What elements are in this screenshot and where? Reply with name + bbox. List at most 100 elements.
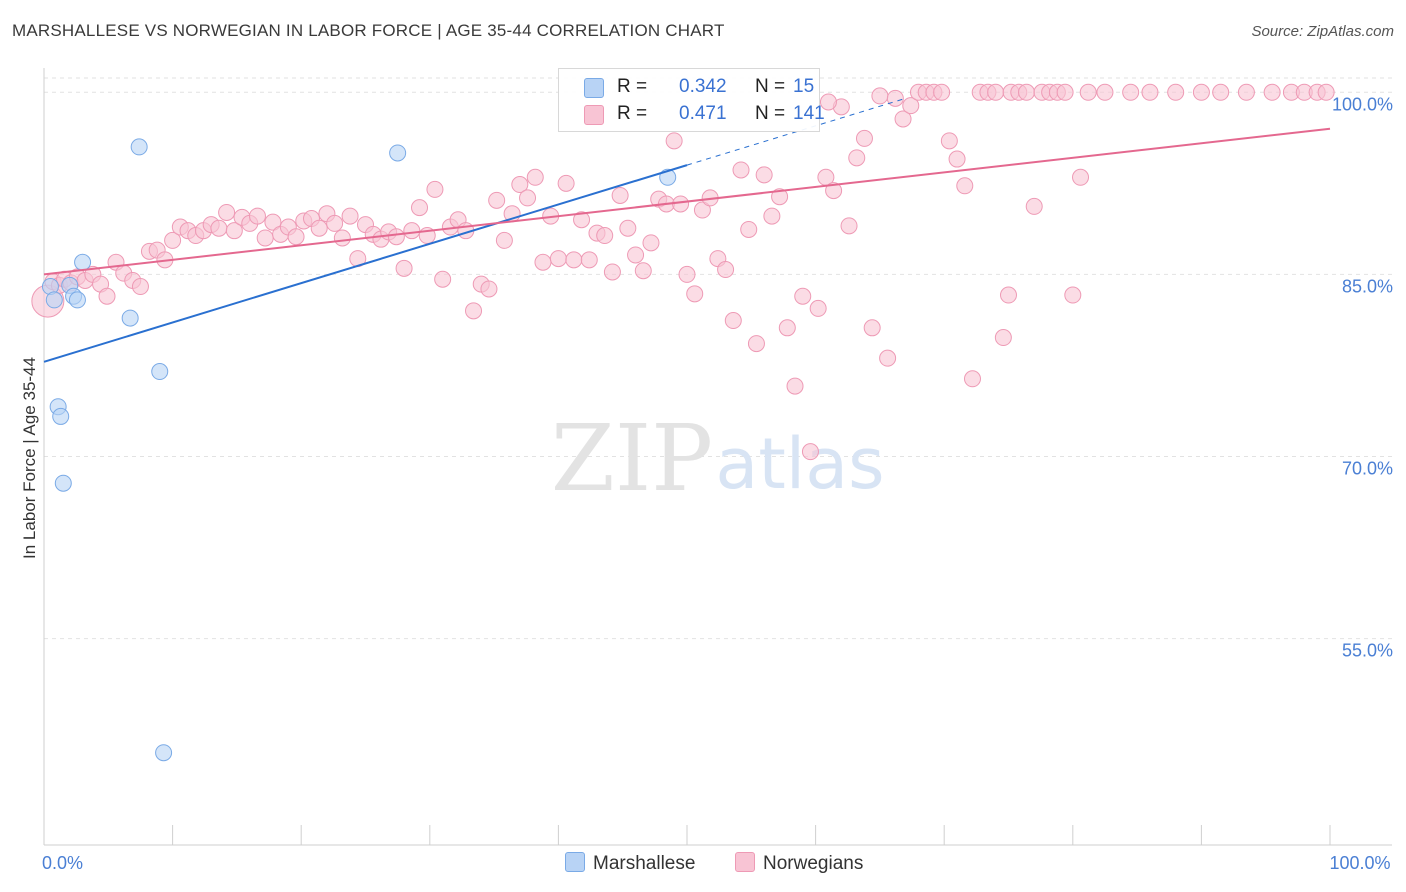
norwegian-point	[848, 149, 866, 167]
legend-label-marshallese: Marshallese	[593, 853, 696, 874]
norwegian-point	[210, 219, 228, 237]
norwegian-point	[1122, 83, 1140, 101]
norwegian-point	[987, 83, 1005, 101]
norwegian-point	[557, 174, 575, 192]
norwegian-points	[31, 83, 1335, 461]
norwegian-point	[341, 207, 359, 225]
n-label: N =	[755, 103, 786, 124]
norwegian-point	[98, 287, 116, 305]
source-label: Source: ZipAtlas.com	[1251, 23, 1394, 40]
norwegian-point	[894, 110, 912, 128]
norwegian-point	[1056, 83, 1074, 101]
norwegian-point	[1000, 286, 1017, 304]
norwegian-point	[395, 259, 413, 277]
norwegian-point	[740, 220, 758, 238]
norwegian-point	[534, 253, 552, 271]
norwegian-trend-line	[43, 127, 1331, 276]
legend-item-marshallese[interactable]: Marshallese	[565, 852, 695, 875]
norwegian-point	[225, 222, 243, 240]
norwegian-point	[863, 319, 881, 337]
norwegian-point	[665, 132, 683, 150]
norwegian-point	[1317, 83, 1335, 101]
norwegian-point	[786, 377, 804, 395]
norwegian-point	[287, 228, 305, 246]
norwegian-point	[994, 329, 1012, 347]
norwegian-point	[1025, 197, 1043, 215]
y-tick-label: 55.0%	[1342, 641, 1393, 661]
norwegian-point	[732, 161, 750, 179]
norwegian-point	[611, 186, 629, 204]
r-value: 0.342	[679, 76, 727, 97]
norwegian-point	[256, 229, 274, 247]
marshallese-point	[74, 253, 92, 271]
norwegian-point	[264, 213, 282, 231]
tick-labels: 100.0% 85.0% 70.0% 55.0% 0.0% 100.0%	[42, 94, 1393, 873]
marshallese-legend-swatch	[565, 852, 585, 872]
norwegian-point	[1064, 286, 1082, 304]
norwegian-point	[871, 87, 889, 105]
watermark: ZIP atlas	[551, 405, 885, 512]
norwegian-point	[794, 287, 812, 305]
norwegian-point	[1192, 83, 1210, 101]
norwegian-point	[1167, 83, 1185, 101]
norwegian-point	[642, 234, 660, 252]
norwegian-point	[465, 302, 483, 320]
norwegian-point	[840, 217, 858, 235]
norwegian-point	[573, 211, 591, 229]
norwegian-point	[619, 219, 637, 237]
norwegian-point	[519, 189, 537, 207]
norwegian-point	[511, 176, 529, 194]
norwegian-point	[771, 188, 789, 206]
norwegian-point	[825, 182, 843, 200]
norwegian-point	[717, 261, 735, 279]
norwegian-point	[1237, 83, 1255, 101]
norwegian-point	[1212, 83, 1230, 101]
y-tick-label: 70.0%	[1342, 459, 1393, 479]
norwegian-point	[724, 312, 742, 330]
norwegian-point	[526, 168, 544, 186]
norwegian-point	[933, 83, 951, 101]
norwegian-point	[956, 177, 974, 195]
norwegian-point	[1079, 83, 1097, 101]
axes	[43, 68, 1392, 846]
norwegian-point	[218, 203, 236, 221]
norwegian-point	[809, 299, 827, 317]
norwegian-point	[634, 262, 652, 280]
n-label: N =	[755, 76, 786, 97]
norwegian-point	[434, 270, 452, 288]
watermark-zip: ZIP	[551, 405, 713, 512]
norwegian-point	[686, 285, 704, 303]
norwegian-point	[963, 370, 981, 388]
norwegian-point	[411, 199, 429, 217]
norwegian-point	[596, 227, 614, 245]
norwegian-point	[801, 443, 819, 461]
marshallese-point	[389, 144, 407, 162]
norwegian-point	[565, 251, 583, 269]
norwegian-point	[495, 231, 513, 249]
norwegian-point	[248, 207, 266, 225]
norwegian-point	[755, 166, 773, 184]
norwegian-point	[1141, 83, 1159, 101]
norwegian-point	[310, 219, 328, 237]
x-tick-label: 100.0%	[1329, 853, 1390, 873]
norwegian-point	[603, 263, 621, 281]
norwegian-point	[403, 222, 421, 240]
r-label: R =	[617, 103, 648, 124]
norwegian-point	[672, 195, 690, 213]
norwegian-point	[426, 180, 444, 198]
norwegian-point	[580, 251, 598, 269]
watermark-atlas: atlas	[715, 423, 884, 505]
norwegian-point	[627, 246, 645, 264]
grid-lines	[44, 77, 1392, 640]
norwegian-point	[693, 201, 711, 219]
norwegian-point	[333, 229, 351, 247]
norwegian-point	[747, 335, 765, 353]
marshallese-point	[121, 309, 139, 327]
norwegian-point	[819, 93, 837, 111]
legend-item-norwegians[interactable]: Norwegians	[735, 852, 863, 875]
marshallese-point	[151, 363, 169, 381]
marshallese-point	[52, 407, 70, 425]
norwegian-point	[1096, 83, 1114, 101]
y-axis-label: In Labor Force | Age 35-44	[20, 357, 39, 559]
n-value: 15	[793, 76, 815, 97]
